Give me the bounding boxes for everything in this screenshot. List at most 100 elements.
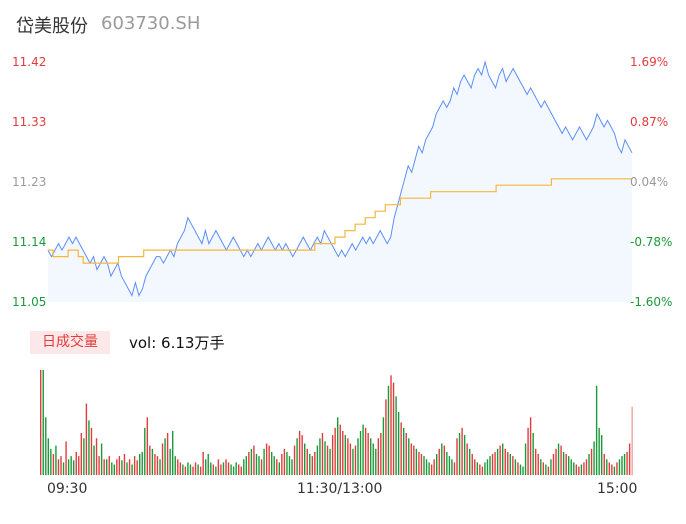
volume-bar	[583, 462, 585, 475]
volume-bar	[461, 427, 463, 476]
volume-bar	[222, 462, 225, 475]
volume-bar	[78, 456, 80, 475]
volume-bar	[550, 459, 552, 476]
volume-bar	[83, 438, 85, 476]
volume-bar	[194, 462, 197, 475]
volume-bar	[329, 448, 331, 476]
volume-bar	[123, 454, 126, 475]
volume-bar	[202, 451, 204, 475]
volume-bar	[67, 459, 70, 476]
volume-bar	[491, 454, 494, 475]
volume-bar	[535, 448, 537, 476]
volume-bar	[514, 459, 517, 476]
price-tick-label: 11.23	[12, 175, 47, 189]
volume-bar	[623, 454, 626, 475]
volume-bar	[276, 459, 278, 476]
volume-bar	[446, 451, 448, 475]
volume-bar	[151, 448, 154, 476]
volume-bar	[519, 464, 522, 475]
volume-bar	[80, 433, 83, 475]
price-tick-label: 11.42	[12, 55, 47, 69]
stock-name: 岱美股份	[16, 16, 88, 37]
volume-bar	[156, 456, 159, 475]
volume-bar	[410, 443, 413, 475]
volume-bar	[377, 438, 380, 476]
volume-bar	[304, 443, 306, 475]
volume-bar	[370, 438, 372, 476]
volume-bar	[367, 433, 369, 475]
volume-bar	[372, 443, 374, 475]
volume-bar	[469, 448, 471, 476]
volume-bar	[45, 417, 47, 476]
volume-bar	[463, 435, 466, 475]
volume-bar	[456, 438, 458, 476]
volume-bar	[347, 438, 349, 476]
volume-total: vol: 6.13万手	[129, 334, 225, 352]
volume-bar	[217, 459, 220, 476]
volume-bar	[273, 456, 275, 475]
volume-bar	[466, 443, 468, 475]
volume-bar	[537, 454, 539, 475]
volume-bar	[250, 448, 253, 476]
volume-bar	[197, 464, 199, 475]
volume-bar	[357, 438, 359, 476]
volume-bar	[517, 462, 519, 475]
volume-bar	[547, 466, 550, 475]
volume-bar	[387, 385, 390, 476]
time-label-close: 15:00	[597, 481, 638, 497]
volume-bar	[316, 445, 319, 475]
volume-bar	[75, 451, 77, 475]
volume-bar	[271, 451, 273, 475]
volume-bar	[601, 435, 603, 475]
volume-bar	[621, 456, 623, 475]
volume-bar	[349, 443, 352, 475]
volume-bar	[555, 448, 557, 476]
volume-bar	[230, 464, 232, 475]
volume-bar	[212, 464, 215, 475]
volume-bar	[184, 466, 187, 475]
average-price-line	[48, 178, 632, 264]
volume-bar	[47, 438, 50, 476]
volume-bar	[580, 464, 583, 475]
volume-bar	[606, 459, 608, 476]
volume-bar	[182, 464, 184, 475]
volume-bar	[590, 448, 593, 476]
volume-bar	[172, 430, 174, 475]
volume-bar	[568, 456, 570, 475]
volume-bar	[187, 462, 189, 475]
volume-bar	[522, 466, 524, 475]
volume-bar	[334, 427, 336, 476]
volume-bar	[268, 445, 270, 475]
volume-bar	[453, 462, 456, 475]
volume-bar	[139, 454, 141, 475]
volume-bar	[118, 456, 121, 475]
volume-bar	[159, 459, 161, 476]
volume-bar	[65, 441, 67, 475]
volume-bar	[570, 459, 572, 476]
volume-bar	[121, 460, 123, 475]
volume-bar	[189, 464, 192, 475]
volume-bar	[484, 462, 486, 475]
volume-bar	[283, 448, 286, 476]
volume-bar	[403, 427, 405, 476]
volume-bar	[588, 454, 590, 475]
volume-bar	[380, 433, 382, 475]
volume-bar	[281, 454, 283, 475]
volume-bar	[430, 464, 433, 475]
volume-bar	[85, 403, 88, 475]
volume-bar	[509, 454, 512, 475]
volume-bar	[496, 448, 499, 476]
volume-bar	[232, 466, 235, 475]
percent-tick-label: 1.69%	[630, 55, 669, 69]
volume-bar	[458, 433, 461, 475]
volume-bar	[390, 375, 392, 476]
volume-bar	[613, 466, 616, 475]
volume-bar	[95, 438, 98, 476]
volume-bar	[540, 459, 542, 476]
volume-bar	[382, 417, 385, 476]
volume-bar	[240, 466, 242, 475]
volume-bar	[354, 445, 357, 475]
volume-bar	[169, 448, 171, 476]
volume-bar	[593, 441, 595, 475]
